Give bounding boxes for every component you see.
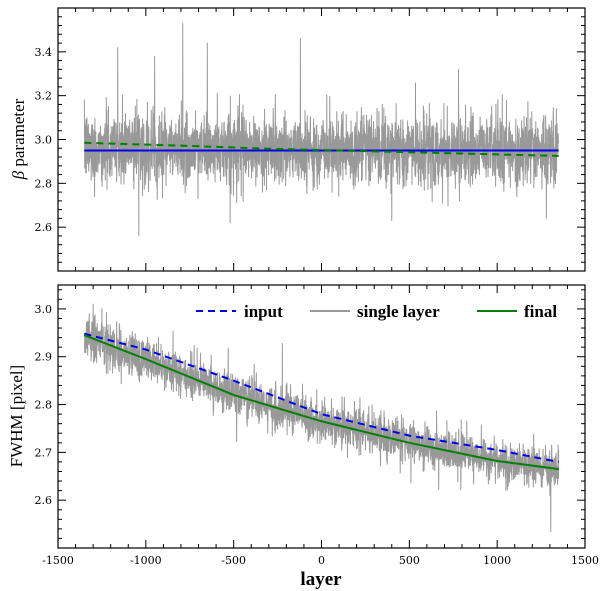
legend-label-single-layer: single layer bbox=[357, 302, 440, 321]
bot-series-final bbox=[83, 334, 559, 471]
top-y-tick-label: 3.4 bbox=[35, 46, 53, 59]
bot-y-tick-label: 2.7 bbox=[35, 446, 53, 459]
x-tick-label: 500 bbox=[399, 554, 420, 567]
x-tick-label: 1000 bbox=[483, 554, 511, 567]
top-series-group bbox=[83, 22, 560, 237]
bottom-y-axis-title: FWHM [pixel] bbox=[7, 365, 26, 467]
bot-series-input bbox=[84, 332, 559, 463]
x-tick-label: -1000 bbox=[130, 554, 162, 567]
legend-label-final: final bbox=[524, 302, 557, 321]
legend-entry-input: input bbox=[196, 302, 283, 321]
bot-series-single-layer bbox=[83, 303, 560, 533]
bottom-x-tick-labels: -1500 -1000 -500 0 500 1000 1500 bbox=[42, 554, 599, 567]
bottom-y-tick-labels: 2.6 2.7 2.8 2.9 3.0 bbox=[35, 303, 53, 507]
x-tick-label: 1500 bbox=[571, 554, 599, 567]
top-y-tick-label: 3.0 bbox=[35, 134, 53, 147]
top-y-tick-label: 2.6 bbox=[35, 221, 53, 234]
legend: input single layer final bbox=[196, 302, 557, 321]
bottom-panel: 2.6 2.7 2.8 2.9 3.0 -1500 -1000 -500 0 500 1000 15… bbox=[7, 284, 599, 590]
top-series-single-layer bbox=[83, 22, 560, 237]
top-ticks-group bbox=[57, 7, 586, 272]
top-y-axis-title: β parameter bbox=[9, 98, 28, 180]
beta-symbol: β bbox=[9, 170, 28, 180]
legend-label-input: input bbox=[244, 302, 283, 321]
top-series-final bbox=[84, 141, 559, 157]
bottom-ticks-group bbox=[57, 285, 586, 549]
legend-entry-single-layer: single layer bbox=[310, 302, 440, 321]
bot-y-tick-label: 3.0 bbox=[35, 303, 53, 316]
x-tick-label: 0 bbox=[318, 554, 325, 567]
top-panel: 2.6 2.8 3.0 3.2 3.4 β parameter bbox=[9, 7, 586, 272]
x-tick-label: -500 bbox=[221, 554, 246, 567]
bot-y-tick-label: 2.9 bbox=[35, 351, 53, 364]
top-y-axis-title-text: parameter bbox=[9, 98, 28, 166]
x-axis-title: layer bbox=[300, 569, 342, 590]
bot-y-tick-label: 2.8 bbox=[35, 399, 53, 412]
bottom-series-group bbox=[83, 303, 560, 533]
bot-y-tick-label: 2.6 bbox=[35, 494, 53, 507]
x-tick-label: -1500 bbox=[42, 554, 74, 567]
top-y-tick-label: 3.2 bbox=[35, 90, 53, 103]
top-y-tick-label: 2.8 bbox=[35, 177, 53, 190]
legend-entry-final: final bbox=[477, 302, 557, 321]
top-y-tick-labels: 2.6 2.8 3.0 3.2 3.4 bbox=[35, 46, 53, 234]
